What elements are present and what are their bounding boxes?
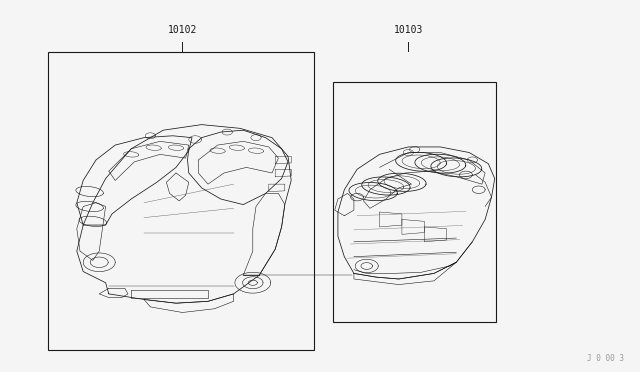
Text: J 0 00 3: J 0 00 3 [587,354,624,363]
Text: 10103: 10103 [394,25,423,35]
Text: 10102: 10102 [168,25,197,35]
Bar [48,52,314,350]
Bar [333,82,496,322]
